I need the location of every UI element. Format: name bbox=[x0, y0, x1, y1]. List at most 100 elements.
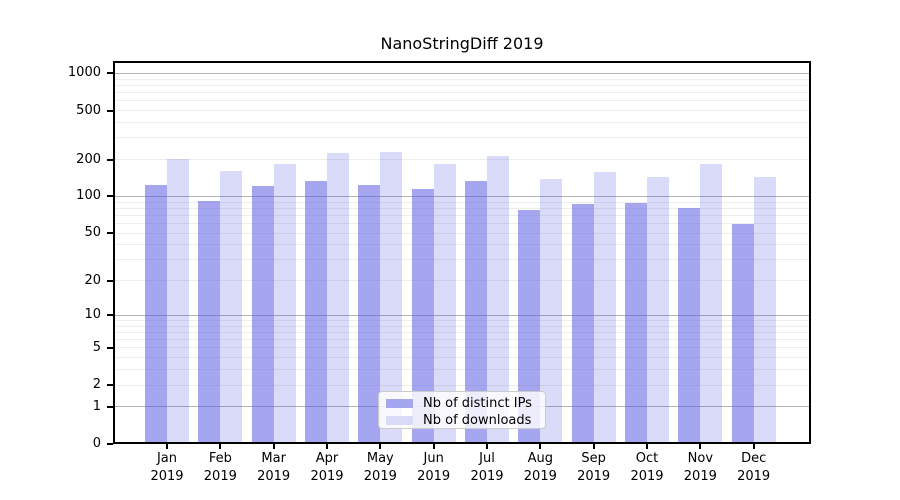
bar-downloads-aug bbox=[540, 178, 563, 444]
gridline-minor bbox=[113, 137, 811, 139]
gridline-minor bbox=[113, 110, 811, 112]
y-tick-mark bbox=[107, 232, 113, 235]
x-tick-label-oct: Oct 2019 bbox=[615, 450, 679, 486]
x-tick-mark bbox=[645, 444, 648, 449]
gridline-minor bbox=[113, 325, 811, 327]
x-tick-mark bbox=[592, 444, 595, 449]
gridline-minor bbox=[113, 214, 811, 216]
x-label-year: 2019 bbox=[683, 469, 717, 484]
legend-item-distinct-ips: Nb of distinct IPs bbox=[386, 395, 545, 411]
y-tick-mark bbox=[107, 443, 113, 445]
bar-downloads-jul bbox=[486, 155, 509, 444]
gridline-minor bbox=[113, 159, 811, 161]
bar-downloads-dec bbox=[753, 177, 776, 444]
x-tick-mark bbox=[432, 444, 435, 449]
plot-area bbox=[113, 61, 811, 444]
gridline-major bbox=[113, 72, 811, 74]
y-tick-label: 2 bbox=[92, 377, 101, 393]
y-tick-label: 5 bbox=[92, 339, 101, 355]
x-tick-mark bbox=[539, 444, 542, 449]
x-tick-label-jun: Jun 2019 bbox=[402, 450, 466, 486]
bar-distinct-ips-aug bbox=[518, 210, 541, 444]
downloads-color-swatch bbox=[386, 415, 413, 425]
x-label-year: 2019 bbox=[630, 469, 664, 484]
gridline-minor bbox=[113, 384, 811, 386]
bar-downloads-mar bbox=[273, 164, 296, 444]
bar-downloads-apr bbox=[326, 153, 349, 444]
y-tick-label: 20 bbox=[84, 272, 101, 288]
bar-downloads-feb bbox=[220, 170, 243, 444]
bar-downloads-sep bbox=[593, 172, 616, 444]
x-label-month: Jan bbox=[156, 451, 178, 466]
y-tick-mark bbox=[107, 279, 113, 282]
x-tick-label-dec: Dec 2019 bbox=[722, 450, 786, 486]
gridline-minor bbox=[113, 232, 811, 234]
y-tick-label: 200 bbox=[76, 151, 101, 167]
x-tick-mark bbox=[166, 444, 168, 449]
x-label-year: 2019 bbox=[417, 469, 451, 484]
gridlines bbox=[113, 61, 811, 444]
bar-distinct-ips-dec bbox=[731, 223, 754, 444]
x-tick-mark bbox=[379, 444, 382, 449]
gridline-minor bbox=[113, 357, 811, 359]
y-tick-mark bbox=[107, 384, 113, 387]
y-tick-mark bbox=[107, 314, 113, 317]
gridline-minor bbox=[113, 201, 811, 203]
gridline-minor bbox=[113, 331, 811, 333]
bar-downloads-nov bbox=[700, 164, 723, 444]
gridline-minor bbox=[113, 320, 811, 321]
x-label-month: Jul bbox=[479, 451, 495, 466]
gridline-minor bbox=[113, 84, 811, 86]
legend-label-distinct-ips: Nb of distinct IPs bbox=[423, 395, 532, 411]
x-tick-label-nov: Nov 2019 bbox=[668, 450, 732, 486]
bar-downloads-oct bbox=[646, 177, 669, 444]
bar-distinct-ips-sep bbox=[571, 203, 594, 444]
x-label-month: Nov bbox=[687, 451, 714, 466]
y-tick-mark bbox=[107, 346, 113, 349]
bar-distinct-ips-nov bbox=[678, 208, 701, 444]
x-tick-mark bbox=[752, 444, 755, 449]
chart-title: NanoStringDiff 2019 bbox=[380, 34, 544, 53]
x-label-year: 2019 bbox=[257, 469, 291, 484]
x-label-month: Oct bbox=[635, 451, 659, 466]
x-label-year: 2019 bbox=[203, 469, 237, 484]
y-tick-mark bbox=[107, 195, 113, 198]
x-label-year: 2019 bbox=[470, 469, 504, 484]
x-label-month: Mar bbox=[261, 451, 286, 466]
x-tick-label-mar: Mar 2019 bbox=[242, 450, 306, 486]
y-tick-mark bbox=[107, 72, 113, 75]
x-tick-label-sep: Sep 2019 bbox=[562, 450, 626, 486]
x-label-month: Apr bbox=[315, 451, 339, 466]
y-tick-label: 100 bbox=[76, 188, 101, 204]
y-tick-mark bbox=[107, 405, 113, 408]
bar-distinct-ips-may bbox=[358, 184, 381, 444]
gridline-minor bbox=[113, 207, 811, 209]
y-tick-label: 1 bbox=[92, 398, 101, 414]
x-tick-label-jan: Jan 2019 bbox=[135, 450, 199, 486]
x-label-month: Feb bbox=[208, 451, 232, 466]
legend-item-downloads: Nb of downloads bbox=[386, 412, 545, 428]
x-tick-label-feb: Feb 2019 bbox=[188, 450, 252, 486]
x-tick-label-apr: Apr 2019 bbox=[295, 450, 359, 486]
gridline-minor bbox=[113, 244, 811, 246]
bar-distinct-ips-feb bbox=[198, 201, 221, 444]
gridline-minor bbox=[113, 100, 811, 102]
x-tick-label-aug: Aug 2019 bbox=[508, 450, 572, 486]
y-tick-mark bbox=[107, 109, 113, 112]
x-tick-mark bbox=[485, 444, 488, 449]
x-label-year: 2019 bbox=[577, 469, 611, 484]
gridline-minor bbox=[113, 369, 811, 371]
gridline-minor bbox=[113, 223, 811, 224]
y-tick-label: 1000 bbox=[67, 65, 101, 81]
x-label-year: 2019 bbox=[523, 469, 557, 484]
x-tick-mark bbox=[219, 444, 222, 449]
y-tick-label: 10 bbox=[84, 307, 101, 323]
x-tick-mark bbox=[272, 444, 275, 449]
x-tick-label-may: May 2019 bbox=[348, 450, 412, 486]
bar-downloads-may bbox=[380, 152, 403, 444]
gridline-minor bbox=[113, 339, 811, 341]
gridline-minor bbox=[113, 280, 811, 282]
bar-distinct-ips-mar bbox=[251, 186, 274, 444]
y-tick-label: 50 bbox=[84, 225, 101, 241]
bar-distinct-ips-oct bbox=[624, 203, 647, 444]
